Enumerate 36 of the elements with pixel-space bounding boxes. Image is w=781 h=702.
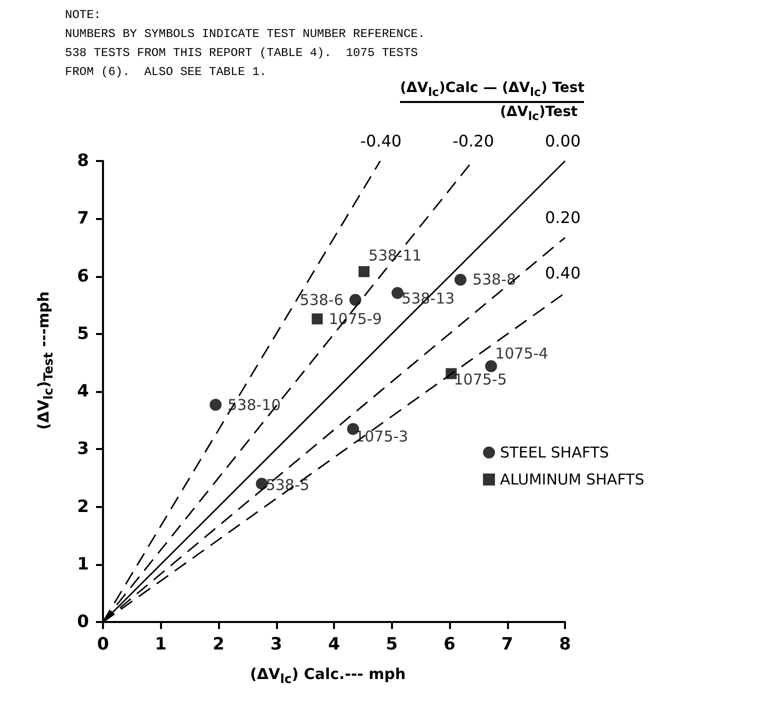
data-label: 538-10 (228, 396, 281, 414)
y-tick-label: 5 (77, 324, 89, 344)
data-label: 1075-5 (454, 370, 507, 389)
y-tick-label: 7 (77, 208, 89, 229)
data-label: 1075-9 (328, 310, 382, 328)
x-tick-label: 6 (444, 634, 456, 654)
text: NOTE: NUMBERS BY SYMBOLS INDICATE TEST NUMBER REFERENCE. 538 TESTS FROM THIS REPORT (TABLE 4). 1075 TESTS FROM (6). ALSO SEE TABLE 1. (65, 8, 426, 79)
legend-label: STEEL SHAFTS (500, 444, 609, 462)
x-tick-label: 2 (212, 634, 224, 654)
x-tick-label: 7 (501, 634, 514, 654)
y-tick-label: 4 (77, 382, 90, 402)
legend-label: ALUMINUM SHAFTS (500, 470, 644, 488)
series-label: 0.20 (545, 208, 581, 228)
x-tick-label: 3 (270, 634, 282, 654)
y-tick-label: 8 (77, 151, 89, 171)
y-tick-label: 0 (77, 612, 90, 632)
y-tick-label: 3 (77, 439, 89, 460)
y-tick-label: 2 (77, 496, 89, 517)
x-tick-label: 1 (154, 634, 167, 654)
y-tick-label: 1 (77, 554, 89, 574)
x-tick-label: 4 (328, 634, 340, 654)
data-label: 538-6 (300, 290, 344, 309)
series-label: -0.20 (452, 132, 494, 150)
data-label: 1075-3 (355, 427, 408, 446)
series-label: 0.40 (545, 263, 581, 282)
x-tick-label: 0 (97, 634, 110, 654)
series-label: -0.40 (360, 132, 402, 150)
x-tick-label: 5 (386, 634, 398, 654)
data-label: 538-8 (472, 270, 516, 289)
x-axis-title: (ΔV$_{lc}$) Calc.--- mph (250, 665, 406, 686)
text: (ΔV$_{lc}$)Calc — (ΔV$_{lc}$) Test (400, 80, 584, 103)
text: (ΔV$_{lc}$)Test (500, 104, 578, 123)
series-label: 0.00 (545, 132, 581, 150)
x-tick-label: 8 (559, 634, 571, 654)
y-tick-label: 6 (77, 266, 89, 286)
data-label: 1075-4 (495, 344, 548, 363)
